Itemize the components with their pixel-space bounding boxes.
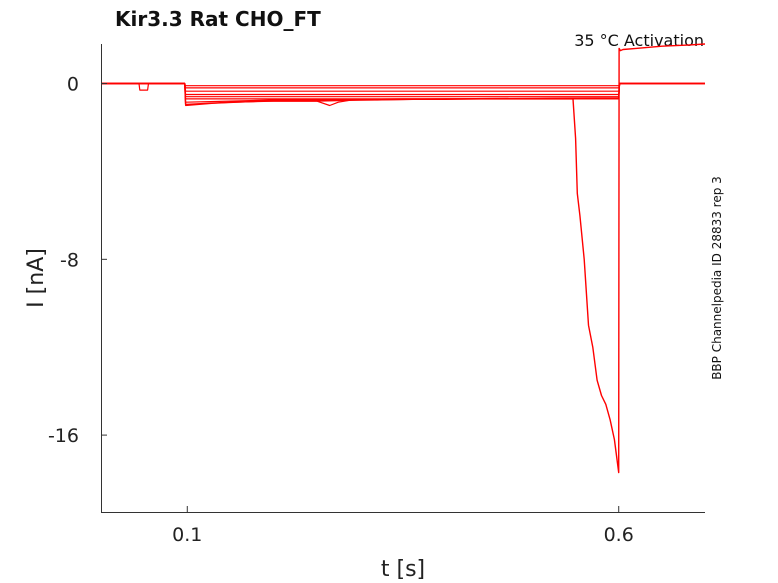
- trace-series-group: [101, 43, 706, 474]
- x-axis-label: t [s]: [381, 557, 425, 582]
- channelpedia-id-label: BBP Channelpedia ID 28833 rep 3: [710, 176, 724, 380]
- x-tick-label: 0.1: [172, 524, 202, 546]
- y-tick-label: 0: [67, 74, 79, 96]
- chart-subtitle: 35 °C Activation: [574, 31, 704, 50]
- chart-title: Kir3.3 Rat CHO_FT: [115, 7, 321, 31]
- x-tick-label: 0.6: [604, 524, 634, 546]
- y-axis-label: I [nA]: [24, 248, 49, 308]
- trace-line-9: [101, 43, 706, 474]
- y-tick-label: -16: [48, 425, 79, 447]
- y-tick-group: 0 -8 -16: [48, 74, 107, 447]
- x-tick-group: 0.1 0.6: [172, 506, 634, 546]
- y-tick-label: -8: [60, 249, 79, 271]
- trace-line-1: [101, 82, 705, 91]
